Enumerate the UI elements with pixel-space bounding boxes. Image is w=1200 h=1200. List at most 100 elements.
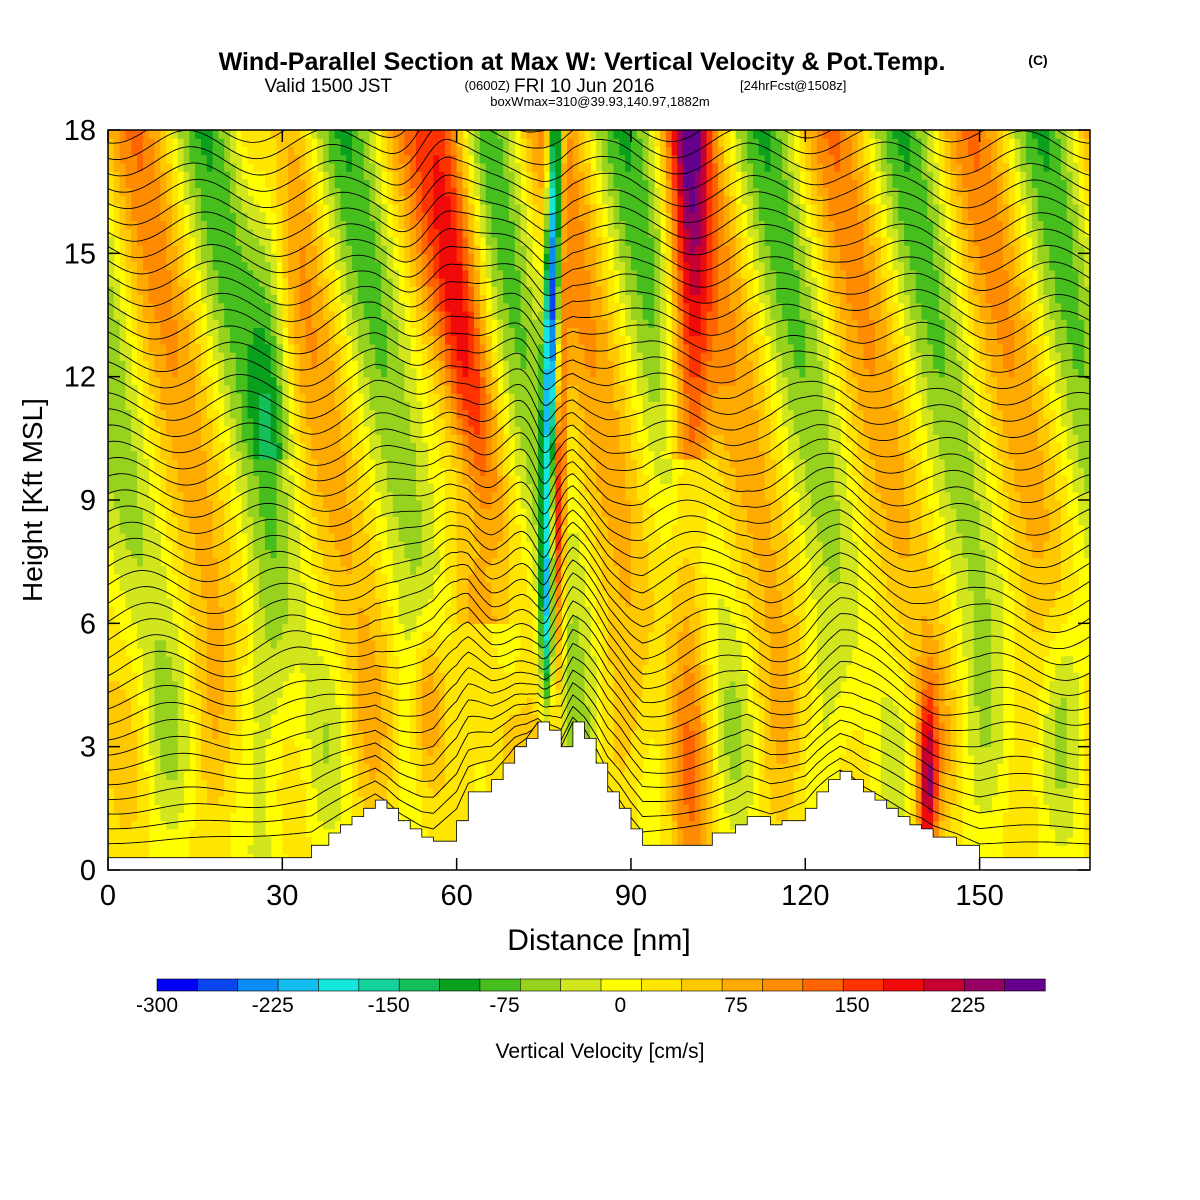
w-cell	[415, 590, 423, 600]
w-cell	[822, 631, 830, 641]
w-cell	[938, 574, 946, 583]
w-cell	[619, 574, 626, 583]
w-cell	[950, 820, 957, 830]
w-cell	[700, 672, 708, 682]
w-cell	[195, 664, 202, 674]
w-cell	[677, 812, 684, 822]
w-cell	[270, 639, 278, 649]
w-cell	[230, 689, 237, 698]
w-cell	[328, 705, 336, 715]
w-cell	[183, 582, 190, 592]
w-cell	[206, 664, 214, 674]
w-cell	[956, 754, 963, 764]
w-cell	[822, 705, 830, 715]
w-cell	[200, 722, 208, 731]
w-cell	[799, 680, 806, 690]
w-cell	[183, 549, 190, 559]
w-cell	[218, 738, 225, 748]
w-cell	[648, 615, 655, 624]
w-cell	[1060, 606, 1068, 616]
w-cell	[967, 680, 975, 690]
w-cell	[1043, 615, 1050, 624]
w-cell	[253, 606, 260, 616]
w-cell	[648, 631, 655, 641]
w-cell	[973, 779, 981, 789]
w-cell	[322, 697, 330, 707]
w-cell	[479, 598, 487, 608]
w-cell	[892, 738, 899, 748]
w-cell	[537, 582, 545, 592]
w-cell	[224, 639, 231, 649]
w-cell	[497, 664, 504, 674]
w-cell	[218, 615, 225, 624]
w-cell	[445, 656, 452, 666]
w-cell	[729, 713, 737, 723]
w-cell	[322, 738, 330, 748]
w-cell	[962, 606, 969, 616]
w-cell	[1026, 689, 1033, 698]
w-cell	[247, 574, 254, 583]
w-cell	[450, 779, 458, 789]
w-cell	[131, 820, 138, 830]
w-cell	[485, 574, 493, 583]
w-cell	[218, 837, 225, 846]
w-cell	[456, 746, 464, 756]
w-cell	[799, 771, 806, 781]
w-cell	[892, 631, 899, 641]
w-cell	[671, 565, 679, 575]
w-cell	[793, 804, 801, 814]
w-cell	[334, 541, 342, 550]
w-cell	[375, 664, 382, 674]
w-cell	[758, 754, 766, 764]
w-cell	[607, 689, 615, 698]
w-cell	[328, 754, 336, 764]
w-cell	[613, 623, 620, 633]
w-cell	[474, 557, 481, 567]
w-cell	[288, 565, 295, 575]
w-cell	[1014, 705, 1021, 715]
w-cell	[689, 549, 696, 559]
w-cell	[729, 820, 737, 830]
w-cell	[1014, 590, 1021, 600]
w-cell	[1031, 713, 1039, 723]
w-cell	[677, 656, 684, 666]
w-cell	[1043, 582, 1050, 592]
w-cell	[1008, 565, 1016, 575]
w-cell	[259, 722, 266, 731]
w-cell	[758, 574, 766, 583]
w-cell	[898, 754, 905, 764]
w-cell	[508, 672, 516, 682]
w-cell	[1072, 680, 1079, 690]
w-cell	[683, 598, 690, 608]
w-cell	[933, 664, 940, 674]
w-cell	[450, 656, 458, 666]
w-cell	[927, 754, 934, 764]
w-cell	[619, 656, 626, 666]
w-cell	[915, 598, 923, 608]
w-cell	[956, 705, 963, 715]
w-cell	[381, 672, 388, 682]
w-cell	[909, 689, 917, 698]
w-cell	[456, 664, 464, 674]
w-cell	[607, 574, 615, 583]
w-cell	[404, 631, 411, 641]
w-cell	[415, 705, 423, 715]
w-cell	[171, 730, 179, 740]
w-cell	[386, 722, 394, 731]
w-cell	[764, 549, 772, 559]
w-cell	[537, 615, 545, 624]
w-cell	[375, 787, 382, 797]
w-cell	[357, 639, 365, 649]
w-cell	[654, 713, 661, 723]
w-cell	[235, 713, 243, 723]
w-cell	[933, 557, 940, 567]
w-cell	[532, 656, 539, 666]
w-cell	[206, 615, 214, 624]
w-cell	[1020, 615, 1027, 624]
w-cell	[985, 623, 992, 633]
w-cell	[445, 615, 452, 624]
w-cell	[1043, 730, 1050, 740]
w-cell	[950, 779, 957, 789]
w-cell	[549, 615, 557, 624]
w-cell	[346, 631, 353, 641]
